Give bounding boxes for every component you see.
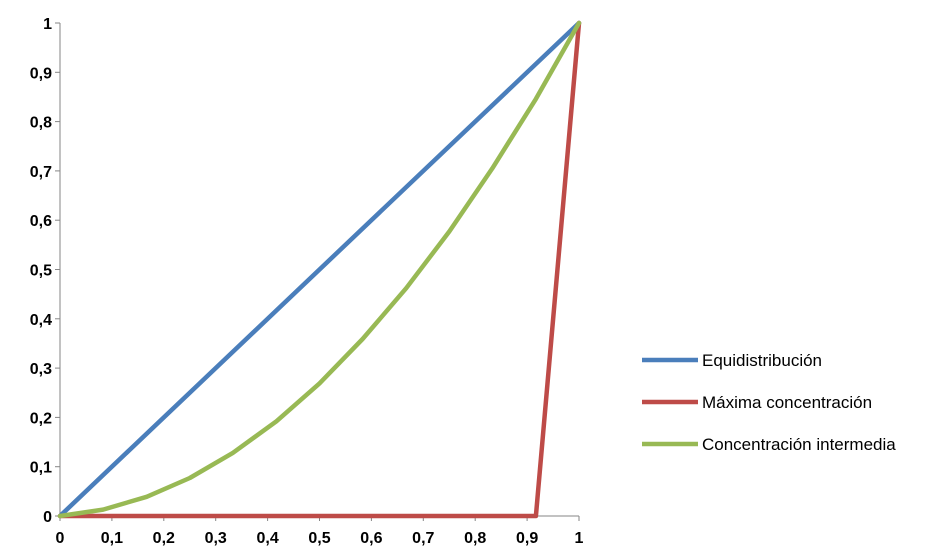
legend-label: Equidistribución [702, 351, 822, 370]
x-tick-label: 0,3 [205, 530, 227, 547]
x-tick-label: 0,5 [308, 530, 330, 547]
series-equidistribucion-line [57, 20, 582, 519]
legend-label: Máxima concentración [702, 393, 872, 412]
y-tick-label: 0,4 [30, 312, 52, 329]
series-layer [57, 20, 582, 519]
legend-label: Concentración intermedia [702, 435, 896, 454]
y-tick-label: 0,8 [30, 115, 52, 132]
y-tick-label: 1 [43, 16, 52, 33]
x-tick-label: 0,2 [153, 530, 175, 547]
legend-item-concentracion-intermedia: Concentración intermedia [642, 435, 896, 454]
series-maxima-concentracion-line [57, 20, 582, 519]
legend-item-maxima-concentracion: Máxima concentración [642, 393, 872, 412]
x-tick-label: 1 [575, 530, 584, 547]
y-tick-label: 0,7 [30, 164, 52, 181]
y-tick-label: 0,2 [30, 410, 52, 427]
legend: Equidistribución Máxima concentración Conc… [642, 351, 896, 454]
legend-item-equidistribucion: Equidistribución [642, 351, 822, 370]
x-tick-label: 0,9 [516, 530, 538, 547]
x-tick-label: 0,7 [412, 530, 434, 547]
y-tick-label: 0,6 [30, 213, 52, 230]
y-tick-labels: 0 0,1 0,2 0,3 0,4 0,5 0,6 0,7 0,8 0,9 1 [30, 16, 52, 526]
x-tick-label: 0,8 [464, 530, 486, 547]
y-tick-label: 0,1 [30, 460, 52, 477]
x-tick-label: 0,6 [360, 530, 382, 547]
series-concentracion-intermedia-line [57, 20, 582, 519]
y-tick-label: 0 [43, 509, 52, 526]
y-tick-label: 0,5 [30, 263, 52, 280]
x-tick-labels: 0 0,1 0,2 0,3 0,4 0,5 0,6 0,7 0,8 0,9 1 [56, 530, 584, 547]
x-tick-label: 0,1 [101, 530, 123, 547]
y-tick-label: 0,3 [30, 361, 52, 378]
x-tick-label: 0,4 [256, 530, 278, 547]
y-tick-label: 0,9 [30, 65, 52, 82]
x-tick-label: 0 [56, 530, 65, 547]
